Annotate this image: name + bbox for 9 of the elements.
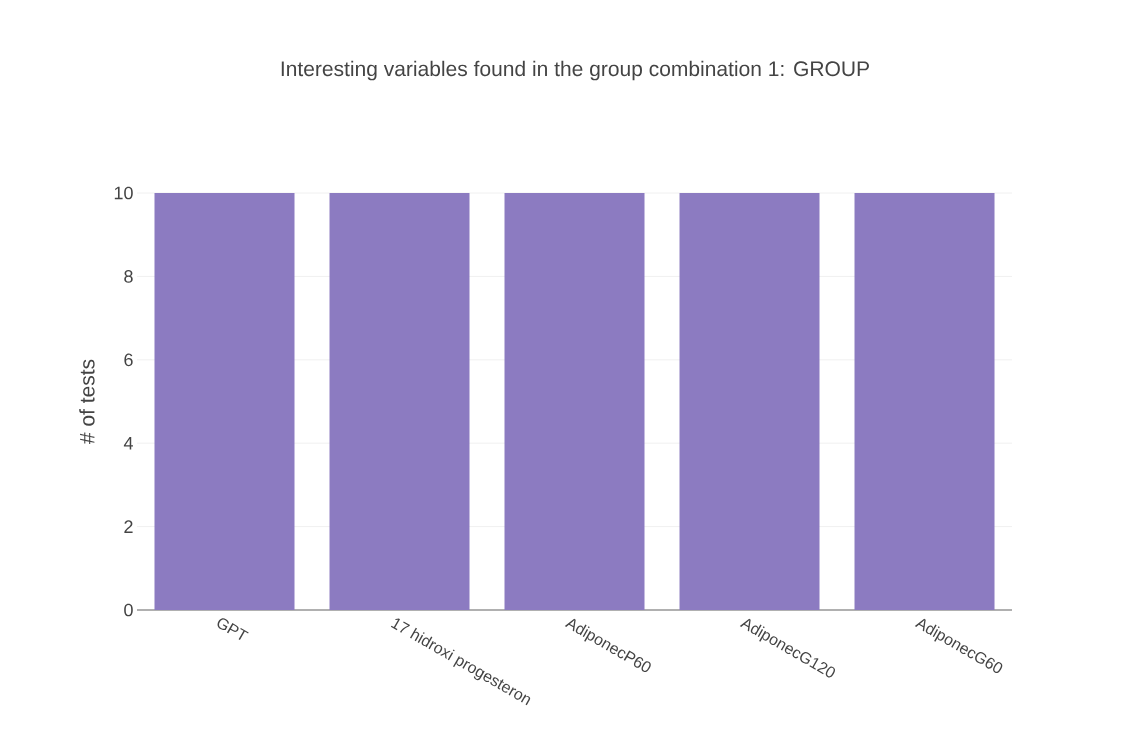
y-axis-title: # of tests xyxy=(79,359,95,445)
y-tick-label: 2 xyxy=(124,520,133,533)
chart-title: Interesting variables found in the group combination 1: GROUP xyxy=(281,60,869,81)
y-tick-label: 10 xyxy=(114,186,133,200)
y-tick-label: 4 xyxy=(123,437,133,450)
y-tick-label: 6 xyxy=(124,353,133,367)
y-tick-label: 0 xyxy=(124,603,133,617)
x-tick-label: GPT xyxy=(217,618,249,641)
y-tick-label: 8 xyxy=(124,270,133,283)
